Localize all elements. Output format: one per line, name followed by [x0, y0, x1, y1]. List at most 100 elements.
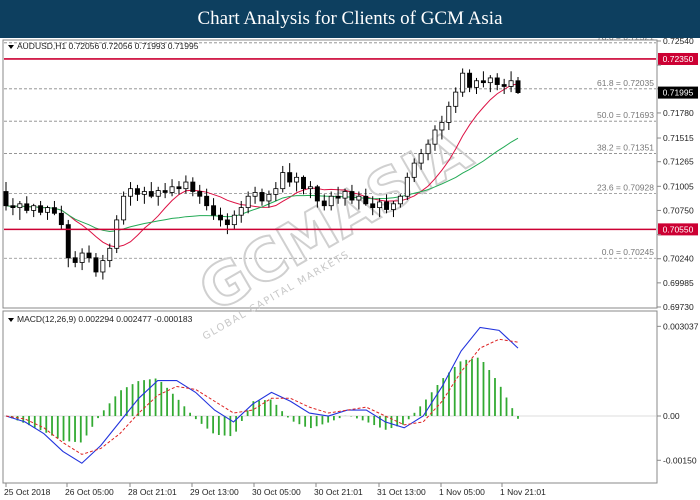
key-levels: 0.72350 0.70550	[4, 52, 698, 236]
candle-body	[100, 260, 106, 273]
key-level-tag	[658, 52, 698, 65]
fib-label: 0.0 = 0.70245	[602, 247, 655, 257]
candle-body	[384, 201, 390, 210]
price-tick-label: 0.71780	[663, 108, 694, 118]
candle-body	[224, 219, 230, 226]
candle-body	[183, 181, 189, 190]
candle-body	[328, 195, 334, 207]
candle-body	[460, 72, 466, 93]
macd-tick-label: 0.00	[663, 411, 680, 421]
candle-body	[3, 191, 9, 207]
candle-body	[474, 80, 479, 88]
candle-body	[363, 195, 369, 205]
time-tick-label: 28 Oct 21:01	[128, 487, 177, 497]
candle-body	[134, 188, 140, 195]
moving-averages	[5, 83, 519, 248]
candle-body	[114, 219, 120, 249]
candle-body	[231, 214, 237, 226]
candle-body	[128, 188, 134, 197]
current-price-label: 0.71995	[663, 88, 694, 98]
time-tick-label: 31 Oct 13:00	[377, 487, 426, 497]
candle-body	[307, 186, 313, 190]
fib-label: 38.2 = 0.71351	[597, 143, 654, 153]
time-tick-label: 1 Nov 21:01	[500, 487, 546, 497]
macd-signal-line	[5, 338, 519, 455]
price-tick-label: 0.72540	[663, 38, 694, 46]
candle-body	[38, 205, 44, 213]
candle-body	[197, 191, 203, 197]
candle-body	[155, 190, 161, 197]
fib-label: 61.8 = 0.72035	[597, 78, 654, 88]
time-tick-label: 29 Oct 13:00	[190, 487, 239, 497]
candle-body	[10, 205, 16, 209]
candle-body	[79, 252, 85, 263]
candle-body	[453, 91, 459, 107]
candle-body	[356, 195, 362, 201]
candle-body	[211, 205, 217, 216]
candle-body	[148, 191, 154, 197]
candle-body	[418, 153, 424, 164]
candle-body	[45, 207, 50, 213]
macd-indicator: 0.003037 0.00 -0.00150	[4, 321, 699, 465]
symbol-info: AUDUSD,H1 0.72056 0.72056 0.71993 0.7199…	[17, 41, 199, 51]
candle-body	[397, 195, 403, 205]
page-title: Chart Analysis for Clients of GCM Asia	[0, 0, 700, 38]
fib-levels: 78.6 = 0.72521 61.8 = 0.72035 50.0 = 0.716…	[4, 38, 656, 259]
candle-body	[65, 224, 71, 259]
candle-body	[301, 176, 306, 190]
price-tick-label: 0.69730	[663, 302, 694, 312]
time-tick-label: 30 Oct 21:01	[314, 487, 363, 497]
candle-body	[501, 84, 507, 87]
candle-body	[280, 172, 286, 190]
macd-info: MACD(12,26,9) 0.002294 0.002477 -0.00018…	[17, 314, 193, 324]
candle-body	[176, 186, 182, 190]
candle-body	[480, 80, 486, 84]
candle-body	[51, 207, 57, 214]
price-tick-label: 0.71515	[663, 133, 694, 143]
time-tick-label: 25 Oct 2018	[4, 487, 51, 497]
candle-body	[58, 212, 64, 226]
candle-body	[515, 80, 521, 93]
candle-body	[107, 247, 113, 262]
candle-body	[141, 191, 147, 195]
candle-body	[411, 162, 417, 178]
price-axis: 0.72540 0.71780 0.71515 0.71265 0.71005 0.707…	[657, 38, 698, 312]
candle-body	[162, 190, 168, 193]
candle-body	[169, 186, 175, 193]
candle-body	[314, 186, 320, 202]
candle-body	[377, 201, 383, 209]
macd-tick-label: 0.003037	[663, 321, 699, 331]
dropdown-triangle-icon[interactable]	[8, 45, 14, 49]
candle-body	[439, 122, 445, 131]
fib-label: 78.6 = 0.72521	[597, 38, 654, 42]
price-tick-label: 0.69985	[663, 278, 694, 288]
macd-dropdown-triangle-icon[interactable]	[8, 318, 14, 322]
candle-body	[24, 203, 30, 211]
fib-label: 50.0 = 0.71693	[597, 110, 654, 120]
candle-body	[342, 191, 348, 199]
candle-body	[446, 105, 452, 123]
candle-body	[86, 252, 92, 259]
time-tick-label: 30 Oct 05:00	[252, 487, 301, 497]
key-level-tag	[658, 223, 698, 236]
candle-body	[204, 195, 210, 207]
candle-body	[294, 176, 300, 183]
chart-area[interactable]: 78.6 = 0.72521 61.8 = 0.72035 50.0 = 0.716…	[0, 38, 700, 500]
candle-body	[335, 195, 341, 199]
candle-body	[494, 77, 500, 85]
time-tick-label: 26 Oct 05:00	[65, 487, 114, 497]
fib-label: 23.6 = 0.70928	[597, 183, 654, 193]
candle-body	[321, 200, 327, 207]
candle-body	[390, 203, 396, 210]
candle-body	[190, 181, 196, 192]
candles	[3, 68, 521, 280]
current-price-tag	[658, 86, 698, 99]
macd-panel-frame	[2, 310, 658, 484]
candle-body	[287, 172, 293, 183]
price-tick-label: 0.70240	[663, 254, 694, 264]
candle-body	[349, 191, 355, 201]
candle-body	[72, 257, 78, 263]
candle-body	[238, 207, 244, 216]
candle-body	[432, 129, 438, 145]
ma-slow-line	[5, 137, 519, 232]
